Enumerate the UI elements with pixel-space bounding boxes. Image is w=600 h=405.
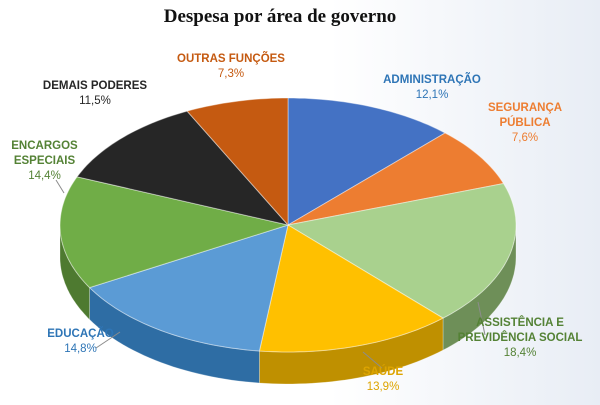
category-value: 18,4% xyxy=(503,347,537,359)
pie-slice-educacao xyxy=(88,224,289,352)
data-label-demais-poderes: DEMAIS PODERES 11,5% xyxy=(30,79,160,109)
data-label-educacao: EDUCAÇÃO 14,8% xyxy=(33,327,128,357)
chart-title: Despesa por área de governo xyxy=(163,6,397,27)
pie-slice-encargos-especiais xyxy=(59,176,290,289)
category-name: OUTRAS FUNÇÕES xyxy=(177,53,285,65)
leader-line xyxy=(477,301,486,336)
pie-side-encargos-especiais xyxy=(59,225,90,321)
pie-slice-outras-funcoes xyxy=(186,97,289,227)
category-name: SAÚDE xyxy=(362,366,404,378)
category-name: DEMAIS PODERES xyxy=(42,80,148,92)
data-label-encargos-especiais: ENCARGOS ESPECIAIS 14,4% xyxy=(2,139,87,184)
data-label-outras-funcoes: OUTRAS FUNÇÕES 7,3% xyxy=(172,52,290,82)
category-value: 11,5% xyxy=(79,95,111,107)
pie-slice-demais-poderes xyxy=(76,110,290,226)
category-value: 14,4% xyxy=(28,170,61,182)
leader-line xyxy=(95,331,121,349)
category-value: 13,9% xyxy=(366,381,400,393)
category-name: ADMINISTRAÇÃO xyxy=(383,74,481,86)
category-value: 7,6% xyxy=(511,132,539,144)
category-value: 7,3% xyxy=(217,68,245,80)
category-name: EDUCAÇÃO xyxy=(47,328,114,340)
category-name: ENCARGOS ESPECIAIS xyxy=(11,140,78,167)
category-name: ASSISTÊNCIA E PREVIDÊNCIA SOCIAL xyxy=(457,317,583,344)
pie-3d xyxy=(59,97,517,385)
pie-slice-seguranca-publica xyxy=(287,132,505,226)
pie-slice-saude xyxy=(258,224,445,353)
leader-lines xyxy=(55,179,486,369)
leader-line xyxy=(362,351,383,369)
data-label-assistencia-e-previdencia-social: ASSISTÊNCIA E PREVIDÊNCIA SOCIAL 18,4% xyxy=(445,316,595,361)
leader-line xyxy=(55,179,65,194)
data-label-administracao: ADMINISTRAÇÃO 12,1% xyxy=(372,73,492,103)
data-label-saude: SAÚDE 13,9% xyxy=(338,365,428,395)
pie-slice-assistencia-e-previdencia-social xyxy=(286,182,517,319)
pie-slice-administracao xyxy=(287,97,447,226)
data-label-seguranca-publica: SEGURANÇA PÚBLICA 7,6% xyxy=(470,101,580,146)
category-value: 14,8% xyxy=(64,343,97,355)
category-value: 12,1% xyxy=(415,89,449,101)
category-name: SEGURANÇA PÚBLICA xyxy=(487,102,563,129)
